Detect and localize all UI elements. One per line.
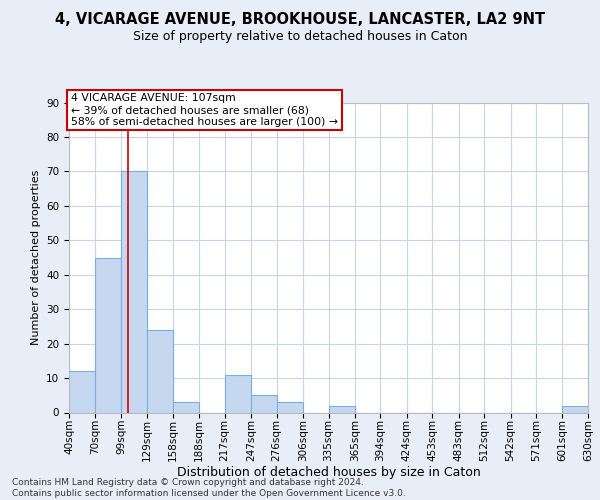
Text: Contains HM Land Registry data © Crown copyright and database right 2024.
Contai: Contains HM Land Registry data © Crown c…	[12, 478, 406, 498]
X-axis label: Distribution of detached houses by size in Caton: Distribution of detached houses by size …	[176, 466, 481, 479]
Text: 4 VICARAGE AVENUE: 107sqm
← 39% of detached houses are smaller (68)
58% of semi-: 4 VICARAGE AVENUE: 107sqm ← 39% of detac…	[71, 94, 338, 126]
Bar	[251, 396, 277, 412]
Text: Size of property relative to detached houses in Caton: Size of property relative to detached ho…	[133, 30, 467, 43]
Y-axis label: Number of detached properties: Number of detached properties	[31, 170, 41, 345]
Bar	[224, 374, 251, 412]
Bar	[277, 402, 303, 412]
Bar	[95, 258, 121, 412]
Bar	[121, 172, 147, 412]
Bar	[147, 330, 173, 412]
Bar	[562, 406, 588, 412]
Text: 4, VICARAGE AVENUE, BROOKHOUSE, LANCASTER, LA2 9NT: 4, VICARAGE AVENUE, BROOKHOUSE, LANCASTE…	[55, 12, 545, 28]
Bar	[173, 402, 199, 412]
Bar	[329, 406, 355, 412]
Bar	[69, 371, 95, 412]
